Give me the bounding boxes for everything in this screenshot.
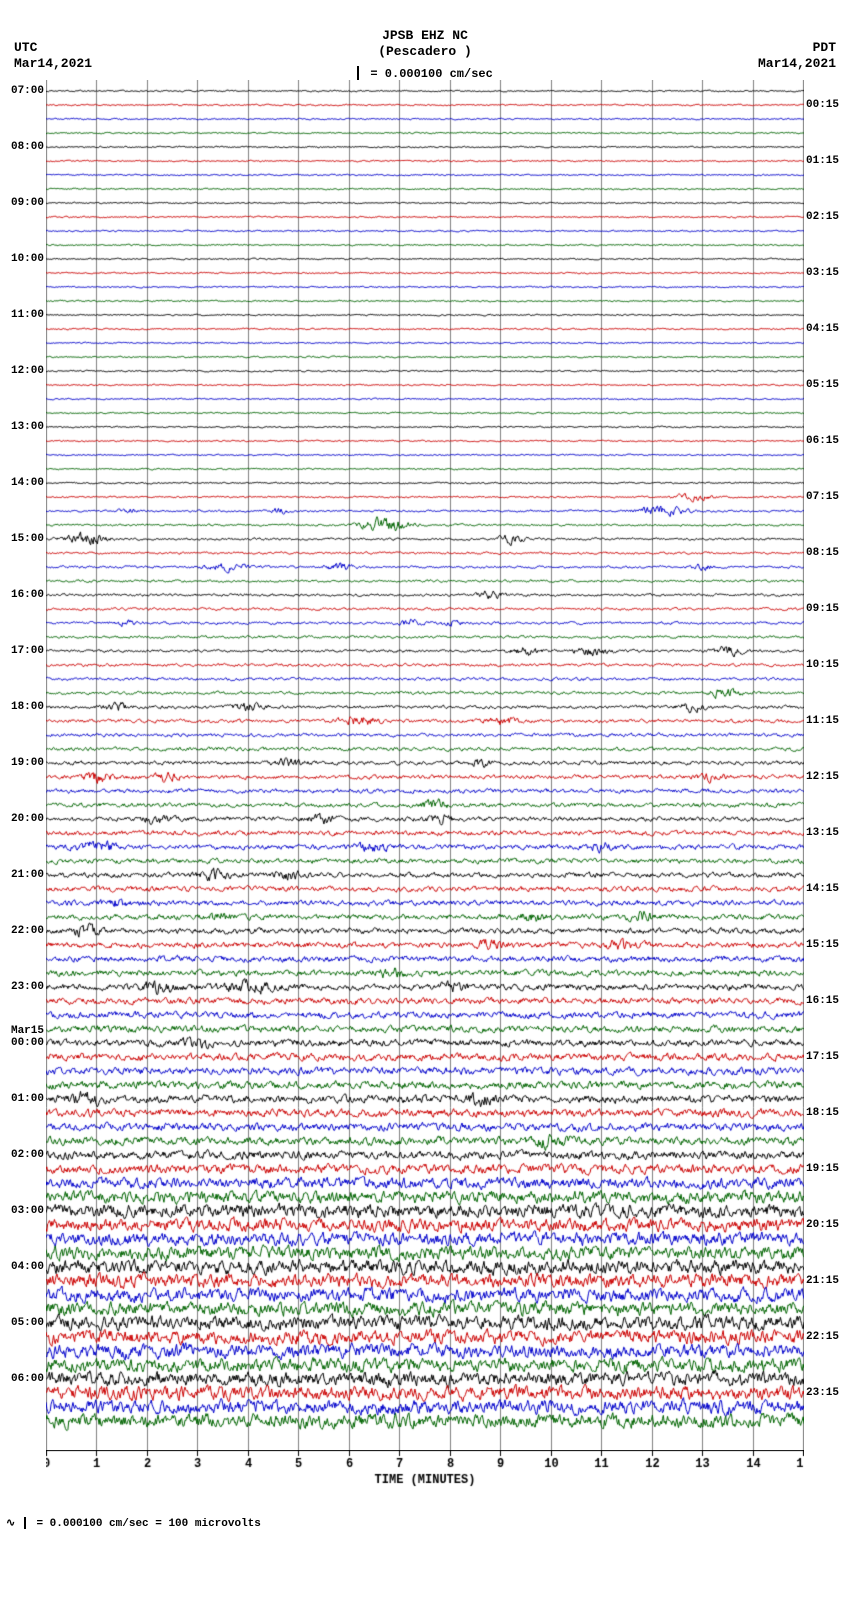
- y-label-right: 04:15: [806, 323, 839, 335]
- scale-line: = 0.000100 cm/sec: [0, 61, 850, 82]
- y-label-left: 16:00: [11, 589, 44, 601]
- y-label-left: 21:00: [11, 869, 44, 881]
- y-label-right: 02:15: [806, 211, 839, 223]
- y-label-left: 09:00: [11, 197, 44, 209]
- y-label-right: 15:15: [806, 939, 839, 951]
- y-label-left: 22:00: [11, 925, 44, 937]
- right-tz-block: PDT Mar14,2021: [758, 40, 836, 71]
- footer-text: = 0.000100 cm/sec = 100 microvolts: [36, 1518, 260, 1530]
- y-label-left: 08:00: [11, 141, 44, 153]
- y-label-right: 21:15: [806, 1275, 839, 1287]
- left-date: Mar14,2021: [14, 56, 92, 72]
- y-label-right: 09:15: [806, 603, 839, 615]
- y-label-left: 05:00: [11, 1317, 44, 1329]
- station-line: JPSB EHZ NC: [0, 28, 850, 44]
- y-label-left: 17:00: [11, 645, 44, 657]
- y-label-left: 18:00: [11, 701, 44, 713]
- y-label-right: 07:15: [806, 491, 839, 503]
- y-label-left: 01:00: [11, 1093, 44, 1105]
- y-label-right: 18:15: [806, 1107, 839, 1119]
- left-tz-block: UTC Mar14,2021: [14, 40, 92, 71]
- center-title: JPSB EHZ NC (Pescadero ) = 0.000100 cm/s…: [0, 0, 850, 82]
- y-label-right: 01:15: [806, 155, 839, 167]
- x-axis: [46, 1450, 804, 1494]
- y-label-right: 20:15: [806, 1219, 839, 1231]
- y-label-right: 10:15: [806, 659, 839, 671]
- y-label-left: 07:00: [11, 85, 44, 97]
- footer: ∿ = 0.000100 cm/sec = 100 microvolts: [0, 1494, 850, 1538]
- y-label-right: 14:15: [806, 883, 839, 895]
- y-label-right: 11:15: [806, 715, 839, 727]
- y-label-left: 14:00: [11, 477, 44, 489]
- footer-tick-icon: ∿: [6, 1518, 15, 1530]
- y-label-right: 19:15: [806, 1163, 839, 1175]
- y-labels-right: 00:15 01:15 02:15 03:15 04:15 05:15 06:15 07:15…: [804, 80, 850, 1450]
- y-label-left: 06:00: [11, 1373, 44, 1385]
- y-labels-left: 07:00 08:00 09:00 10:00 11:00 12:00 13:00 14:00…: [0, 80, 46, 1450]
- y-label-right: 06:15: [806, 435, 839, 447]
- y-label-right: 12:15: [806, 771, 839, 783]
- scale-bar-icon: [357, 66, 359, 80]
- y-label-left: Mar15 00:00: [11, 1025, 44, 1049]
- y-label-left: 20:00: [11, 813, 44, 825]
- location-line: (Pescadero ): [0, 44, 850, 60]
- y-label-right: 05:15: [806, 379, 839, 391]
- y-label-left: 03:00: [11, 1205, 44, 1217]
- right-date: Mar14,2021: [758, 56, 836, 72]
- y-label-right: 03:15: [806, 267, 839, 279]
- chart-header: UTC Mar14,2021 PDT Mar14,2021 JPSB EHZ N…: [0, 0, 850, 80]
- y-label-right: 16:15: [806, 995, 839, 1007]
- left-tz: UTC: [14, 40, 92, 56]
- y-label-left: 23:00: [11, 981, 44, 993]
- right-tz: PDT: [758, 40, 836, 56]
- y-label-left: 15:00: [11, 533, 44, 545]
- y-label-right: 22:15: [806, 1331, 839, 1343]
- y-label-left: 10:00: [11, 253, 44, 265]
- y-label-left: 19:00: [11, 757, 44, 769]
- y-label-left: 11:00: [11, 309, 44, 321]
- y-label-left: 02:00: [11, 1149, 44, 1161]
- scale-text: = 0.000100 cm/sec: [370, 67, 492, 81]
- y-label-right: 13:15: [806, 827, 839, 839]
- footer-bar-icon: [24, 1517, 26, 1529]
- y-label-left: 12:00: [11, 365, 44, 377]
- y-label-left: 04:00: [11, 1261, 44, 1273]
- y-label-right: 00:15: [806, 99, 839, 111]
- y-label-right: 23:15: [806, 1387, 839, 1399]
- y-label-left: 13:00: [11, 421, 44, 433]
- y-label-right: 08:15: [806, 547, 839, 559]
- y-label-right: 17:15: [806, 1051, 839, 1063]
- helicorder-plot: [46, 80, 804, 1450]
